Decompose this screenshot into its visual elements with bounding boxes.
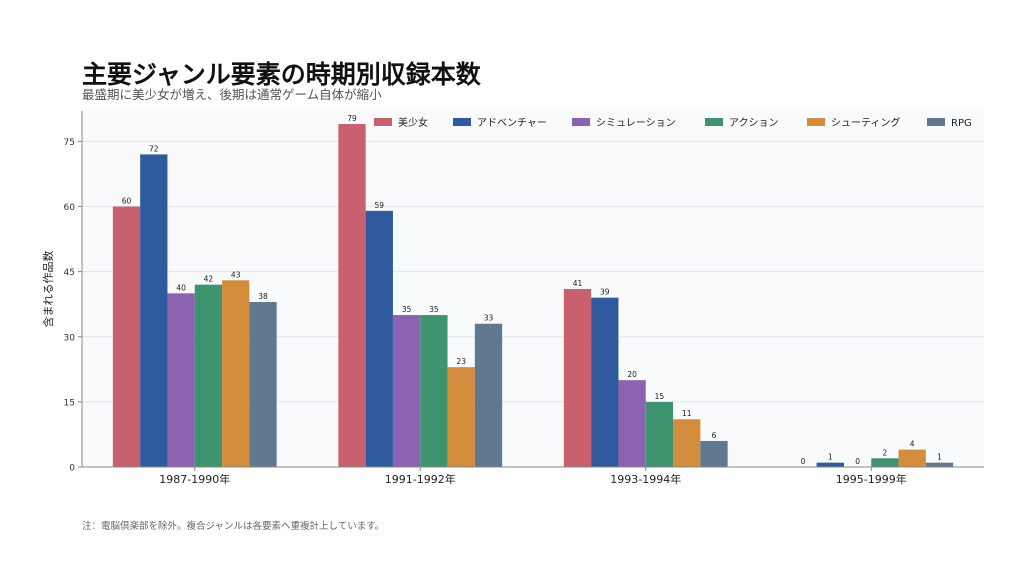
bar <box>222 280 250 467</box>
bar-value-label: 1 <box>828 453 833 462</box>
bar <box>925 462 954 467</box>
bar-value-label: 23 <box>456 357 466 366</box>
legend-label: アクション <box>729 117 779 129</box>
y-tick-label: 30 <box>64 333 76 343</box>
bar <box>338 124 366 468</box>
legend-label: RPG <box>951 118 972 129</box>
bar <box>700 440 728 467</box>
bar <box>194 284 223 467</box>
legend-label: アドベンチャー <box>477 117 547 129</box>
y-axis-label: 含まれる作品数 <box>41 251 55 328</box>
bar-value-label: 11 <box>682 409 692 418</box>
y-tick-label: 0 <box>69 464 75 474</box>
legend-item: 美少女 <box>374 116 428 129</box>
bar-value-label: 0 <box>801 457 806 466</box>
legend-swatch <box>572 118 590 126</box>
y-axis-ticks: 0 15 30 45 60 75 <box>64 138 82 474</box>
legend-item: RPG <box>927 118 972 129</box>
bar <box>591 297 619 467</box>
bar-value-label: 4 <box>910 440 915 449</box>
bar-value-label: 79 <box>347 114 357 123</box>
bar-value-label: 42 <box>204 275 214 284</box>
legend-item: アドベンチャー <box>453 117 547 129</box>
bar-value-label: 39 <box>600 288 610 297</box>
y-tick-label: 45 <box>64 268 75 278</box>
x-tick-label: 1993-1994年 <box>610 472 681 486</box>
bar-value-label: 1 <box>937 453 942 462</box>
chart-subtitle: 最盛期に美少女が増え、後期は通常ゲーム自体が縮小 <box>82 87 382 102</box>
bar-value-label: 35 <box>429 305 439 314</box>
bar-value-label: 33 <box>484 314 494 323</box>
bar-value-label: 43 <box>231 270 241 279</box>
chart-title: 主要ジャンル要素の時期別収録本数 <box>82 60 481 89</box>
legend-label: 美少女 <box>398 116 428 129</box>
bar <box>645 401 674 467</box>
x-tick-label: 1995-1999年 <box>836 472 907 486</box>
footnote: 注：電脳倶楽部を除外。複合ジャンルは各要素へ重複計上しています。 <box>82 521 385 532</box>
y-tick-label: 15 <box>64 398 75 408</box>
legend-item: アクション <box>705 117 779 129</box>
bar-value-label: 0 <box>855 457 860 466</box>
bar <box>140 154 168 468</box>
x-tick-label: 1987-1990年 <box>159 472 230 486</box>
bar <box>816 462 844 467</box>
bar-value-label: 20 <box>627 370 637 379</box>
bar-value-label: 15 <box>655 392 665 401</box>
bar-value-label: 35 <box>402 305 412 314</box>
bar-value-label: 2 <box>883 448 888 457</box>
legend-swatch <box>807 118 825 126</box>
bar <box>447 367 475 467</box>
bar <box>563 289 592 467</box>
bar <box>618 380 646 467</box>
legend-swatch <box>705 118 723 126</box>
bar <box>898 449 926 467</box>
bar <box>167 293 195 467</box>
legend-item: シミュレーション <box>572 118 676 129</box>
bar-value-label: 59 <box>375 201 385 210</box>
legend-label: シューティング <box>831 116 900 129</box>
bar <box>871 458 899 467</box>
y-tick-label: 60 <box>64 203 76 213</box>
legend: 美少女 アドベンチャー シミュレーション アクション シューティング RPG <box>374 116 972 129</box>
bar <box>420 315 448 467</box>
legend-swatch <box>374 118 392 126</box>
bar-value-label: 6 <box>712 431 717 440</box>
x-tick-label: 1991-1992年 <box>385 472 456 486</box>
bar <box>365 210 393 468</box>
bar-value-label: 60 <box>122 197 132 206</box>
legend-item: シューティング <box>807 116 900 129</box>
y-tick-label: 75 <box>64 138 75 148</box>
bar <box>474 323 503 467</box>
x-axis-ticks: 1987-1990年 1991-1992年 1993-1994年 1995-1999年 <box>159 467 907 486</box>
bar-value-label: 40 <box>176 283 186 292</box>
bar <box>392 315 421 467</box>
bar <box>249 302 277 467</box>
bar-value-label: 38 <box>258 292 268 301</box>
bar <box>112 206 141 467</box>
bars <box>112 124 954 468</box>
legend-swatch <box>453 118 471 126</box>
bar-value-label: 72 <box>149 144 159 153</box>
legend-swatch <box>927 118 945 126</box>
bar-value-label: 41 <box>573 279 583 288</box>
legend-label: シミュレーション <box>596 118 676 129</box>
bar <box>673 419 701 467</box>
